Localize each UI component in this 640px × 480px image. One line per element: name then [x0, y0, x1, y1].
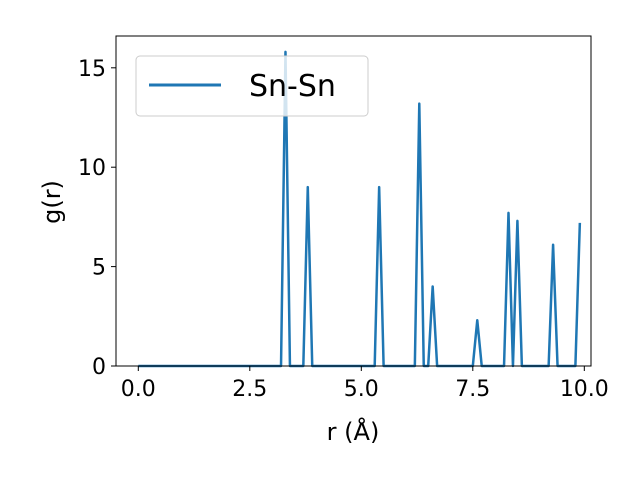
legend-frame — [135, 55, 369, 117]
y-tick-label: 15 — [78, 57, 106, 82]
y-tick-label: 0 — [92, 355, 106, 380]
y-tick-label: 5 — [92, 256, 106, 281]
x-tick-label: 5.0 — [344, 377, 379, 402]
x-tick-label: 10.0 — [560, 377, 609, 402]
axes-frame — [115, 35, 592, 367]
legend-label-sn-sn: Sn-Sn — [249, 69, 336, 104]
x-axis-label: r (Å) — [327, 417, 380, 446]
legend: Sn-Sn — [135, 55, 369, 117]
x-tick-label: 2.5 — [232, 377, 267, 402]
x-tick-label: 0.0 — [121, 377, 156, 402]
axes: 0.0 2.5 5.0 7.5 10.0 0 5 10 15 — [78, 35, 609, 402]
y-axis-label: g(r) — [38, 180, 66, 224]
y-tick-label: 10 — [78, 156, 106, 181]
x-tick-label: 7.5 — [455, 377, 490, 402]
